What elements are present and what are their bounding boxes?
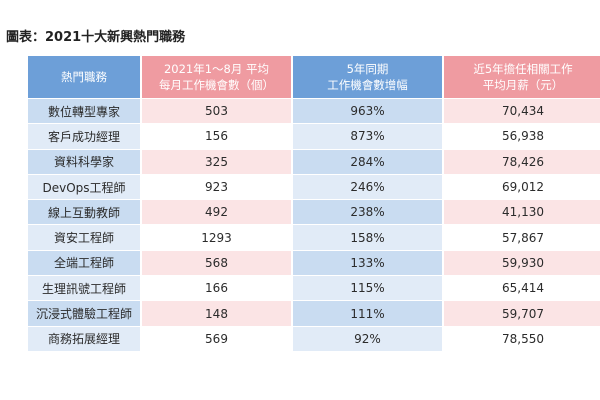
cell-growth: 246% [291, 173, 443, 200]
cell-growth: 963% [291, 97, 443, 124]
cell-job: 生理訊號工程師 [28, 275, 141, 301]
table-row: 線上互動教師 492 238% 41,130 [28, 199, 600, 225]
table-header-row: 熱門職務 2021年1～8月 平均 每月工作機會數（個） 5年同期 工作機會數增… [28, 56, 600, 99]
table-row: 資安工程師 1293 158% 57,867 [28, 224, 600, 251]
cell-growth: 92% [291, 325, 443, 351]
header-growth-line2: 工作機會數增幅 [327, 78, 408, 92]
table-row: 沉浸式體驗工程師 148 111% 59,707 [28, 300, 600, 327]
header-openings-line1: 2021年1～8月 平均 [163, 62, 270, 76]
header-job: 熱門職務 [28, 56, 141, 99]
header-job-label: 熱門職務 [61, 70, 107, 84]
cell-job: 商務拓展經理 [28, 325, 141, 351]
header-salary-line2: 平均月薪（元） [482, 78, 564, 92]
cell-openings: 166 [140, 275, 292, 301]
cell-openings: 503 [140, 97, 292, 124]
table-row: 資料科學家 325 284% 78,426 [28, 148, 600, 175]
cell-growth: 133% [291, 249, 443, 276]
table-row: 客戶成功經理 156 873% 56,938 [28, 123, 600, 150]
header-salary-line1: 近5年擔任相關工作 [473, 62, 573, 76]
cell-salary: 69,012 [442, 173, 600, 200]
cell-growth: 238% [291, 199, 443, 225]
cell-job: 客戶成功經理 [28, 123, 141, 150]
cell-job: 資安工程師 [28, 224, 141, 251]
cell-salary: 70,434 [442, 97, 600, 124]
cell-salary: 65,414 [442, 275, 600, 301]
table-row: DevOps工程師 923 246% 69,012 [28, 173, 600, 200]
cell-salary: 78,550 [442, 325, 600, 351]
cell-salary: 59,707 [442, 300, 600, 327]
cell-growth: 284% [291, 148, 443, 175]
cell-openings: 492 [140, 199, 292, 225]
cell-growth: 158% [291, 224, 443, 251]
table-row: 生理訊號工程師 166 115% 65,414 [28, 275, 600, 301]
cell-job: 資料科學家 [28, 148, 141, 175]
cell-growth: 115% [291, 275, 443, 301]
table-row: 數位轉型專家 503 963% 70,434 [28, 97, 600, 124]
cell-job: DevOps工程師 [28, 173, 141, 200]
header-growth: 5年同期 工作機會數增幅 [291, 56, 443, 99]
cell-job: 數位轉型專家 [28, 97, 141, 124]
cell-job: 沉浸式體驗工程師 [28, 300, 141, 327]
jobs-table: 熱門職務 2021年1～8月 平均 每月工作機會數（個） 5年同期 工作機會數增… [28, 56, 600, 351]
cell-growth: 873% [291, 123, 443, 150]
cell-job: 全端工程師 [28, 249, 141, 276]
cell-growth: 111% [291, 300, 443, 327]
cell-openings: 325 [140, 148, 292, 175]
cell-job: 線上互動教師 [28, 199, 141, 225]
table-row: 商務拓展經理 569 92% 78,550 [28, 325, 600, 351]
cell-salary: 59,930 [442, 249, 600, 276]
cell-openings: 568 [140, 249, 292, 276]
header-openings: 2021年1～8月 平均 每月工作機會數（個） [140, 56, 292, 99]
table-row: 全端工程師 568 133% 59,930 [28, 249, 600, 276]
cell-openings: 569 [140, 325, 292, 351]
cell-openings: 1293 [140, 224, 292, 251]
header-salary: 近5年擔任相關工作 平均月薪（元） [442, 56, 600, 99]
page-title: 圖表：2021十大新興熱門職務 [6, 30, 186, 45]
cell-salary: 41,130 [442, 199, 600, 225]
cell-openings: 923 [140, 173, 292, 200]
cell-openings: 148 [140, 300, 292, 327]
cell-salary: 78,426 [442, 148, 600, 175]
cell-salary: 56,938 [442, 123, 600, 150]
cell-openings: 156 [140, 123, 292, 150]
header-openings-line2: 每月工作機會數（個） [159, 78, 274, 92]
cell-salary: 57,867 [442, 224, 600, 251]
header-growth-line1: 5年同期 [346, 62, 389, 76]
